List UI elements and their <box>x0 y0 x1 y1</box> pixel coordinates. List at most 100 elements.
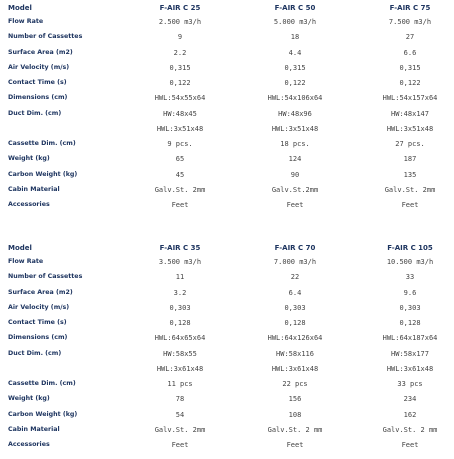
cell-value: 3.2 <box>173 288 187 297</box>
row-label: Flow Rate <box>8 258 44 265</box>
cell-value: 2.500 m3/h <box>158 18 202 26</box>
cell-value: 234 <box>403 395 417 404</box>
cell-value: HWL:54x55x64 <box>154 94 206 103</box>
cell-value: 0,122 <box>169 79 191 87</box>
cell-value: 10.500 m3/h <box>386 258 434 266</box>
row-label: Accessories <box>8 441 50 448</box>
row-label: Carbon Weight (kg) <box>8 170 78 178</box>
cell-value: 162 <box>403 410 417 419</box>
cell-value: HWL:3x61x48 <box>386 364 434 373</box>
cell-value: 0,303 <box>284 303 306 312</box>
model-name: F-AIR C 75 <box>389 4 431 12</box>
cell-value: 9.6 <box>403 288 417 297</box>
cell-value: 9 pcs. <box>167 140 193 148</box>
cell-value: HW:48x45 <box>163 109 197 118</box>
cell-value: HW:58x116 <box>276 349 314 358</box>
row-label: Air Velocity (m/s) <box>8 63 70 71</box>
cell-value: 124 <box>288 155 302 164</box>
cell-value: 22 pcs <box>282 380 308 388</box>
row-label: Surface Area (m2) <box>8 48 73 56</box>
cell-value: 22 <box>290 273 300 282</box>
cell-value: 3.500 m3/h <box>158 258 202 266</box>
row-label: Cabin Material <box>8 425 60 433</box>
cell-value: 156 <box>288 395 302 404</box>
header-label: Model <box>8 244 32 252</box>
cell-value: 18 <box>290 33 300 42</box>
cell-value: 7.500 m3/h <box>388 18 432 26</box>
model-name: F-AIR C 25 <box>159 4 201 12</box>
cell-value: HWL:3x51x48 <box>271 124 319 133</box>
cell-value: Galv.St. 2 mm <box>267 425 323 434</box>
cell-value: 90 <box>290 170 300 179</box>
cell-value: 5.000 m3/h <box>273 18 317 26</box>
cell-value: 45 <box>175 170 185 179</box>
model-name: F-AIR C 35 <box>159 244 201 252</box>
cell-value: 0,315 <box>284 63 306 72</box>
cell-value: 11 <box>175 273 185 282</box>
cell-value: 6.6 <box>403 48 417 57</box>
cell-value: 78 <box>175 395 185 404</box>
cell-value: 4.4 <box>288 48 302 57</box>
model-name: F-AIR C 50 <box>274 4 316 12</box>
cell-value: 0,303 <box>399 303 421 312</box>
model-name: F-AIR C 70 <box>274 244 316 252</box>
cell-value: Feet <box>286 441 304 449</box>
cell-value: 33 <box>405 273 415 282</box>
cell-value: Feet <box>401 201 419 209</box>
cell-value: 27 pcs. <box>395 140 425 148</box>
cell-value: HWL:64x126x64 <box>267 334 323 343</box>
cell-value: HWL:3x51x48 <box>156 124 204 133</box>
cell-value: Galv.St. 2 mm <box>382 425 438 434</box>
row-label: Cabin Material <box>8 185 60 193</box>
cell-value: 0,128 <box>399 319 421 327</box>
cell-value: Galv.St.2mm <box>271 185 319 194</box>
cell-value: 0,315 <box>399 63 421 72</box>
row-label: Cassette Dim. (cm) <box>8 140 76 147</box>
cell-value: HWL:3x61x48 <box>156 364 204 373</box>
row-label: Weight (kg) <box>8 155 50 163</box>
row-label: Contact Time (s) <box>8 319 67 326</box>
cell-value: HWL:54x157x64 <box>382 94 438 103</box>
cell-value: 2.2 <box>173 48 187 57</box>
cell-value: 135 <box>403 170 417 179</box>
cell-value: 187 <box>403 155 417 164</box>
cell-value: 0,122 <box>284 79 306 87</box>
cell-value: Galv.St. 2mm <box>154 185 206 194</box>
cell-value: 7.000 m3/h <box>273 258 317 266</box>
header-label: Model <box>8 4 32 12</box>
cell-value: HW:48x147 <box>391 109 429 118</box>
row-label: Weight (kg) <box>8 395 50 403</box>
cell-value: 11 pcs <box>167 380 193 388</box>
cell-value: 18 pcs. <box>280 140 310 148</box>
row-label: Flow Rate <box>8 18 44 25</box>
row-label: Cassette Dim. (cm) <box>8 380 76 387</box>
cell-value: 0,128 <box>284 319 306 327</box>
cell-value: 65 <box>175 155 185 164</box>
cell-value: Feet <box>286 201 304 209</box>
model-name: F-AIR C 105 <box>387 244 433 252</box>
cell-value: 54 <box>175 410 185 419</box>
row-label: Accessories <box>8 201 50 208</box>
cell-value: HWL:64x187x64 <box>382 334 438 343</box>
cell-value: HW:48x96 <box>278 109 312 118</box>
cell-value: 0,122 <box>399 79 421 87</box>
row-label: Air Velocity (m/s) <box>8 303 70 311</box>
row-label: Number of Cassettes <box>8 273 83 281</box>
row-label: Duct Dim. (cm) <box>8 109 62 117</box>
cell-value: HWL:3x61x48 <box>271 364 319 373</box>
row-label: Carbon Weight (kg) <box>8 410 78 418</box>
cell-value: HWL:54x106x64 <box>267 94 323 103</box>
cell-value: 0,315 <box>169 63 191 72</box>
cell-value: Feet <box>171 201 189 209</box>
cell-value: HW:58x55 <box>163 349 197 358</box>
cell-value: Feet <box>401 441 419 449</box>
row-label: Contact Time (s) <box>8 79 67 86</box>
cell-value: Feet <box>171 441 189 449</box>
cell-value: 33 pcs <box>397 380 423 388</box>
cell-value: Galv.St. 2mm <box>384 185 436 194</box>
cell-value: 108 <box>288 410 302 419</box>
cell-value: 9 <box>177 33 183 42</box>
row-label: Dimensions (cm) <box>8 334 68 342</box>
row-label: Surface Area (m2) <box>8 288 73 296</box>
